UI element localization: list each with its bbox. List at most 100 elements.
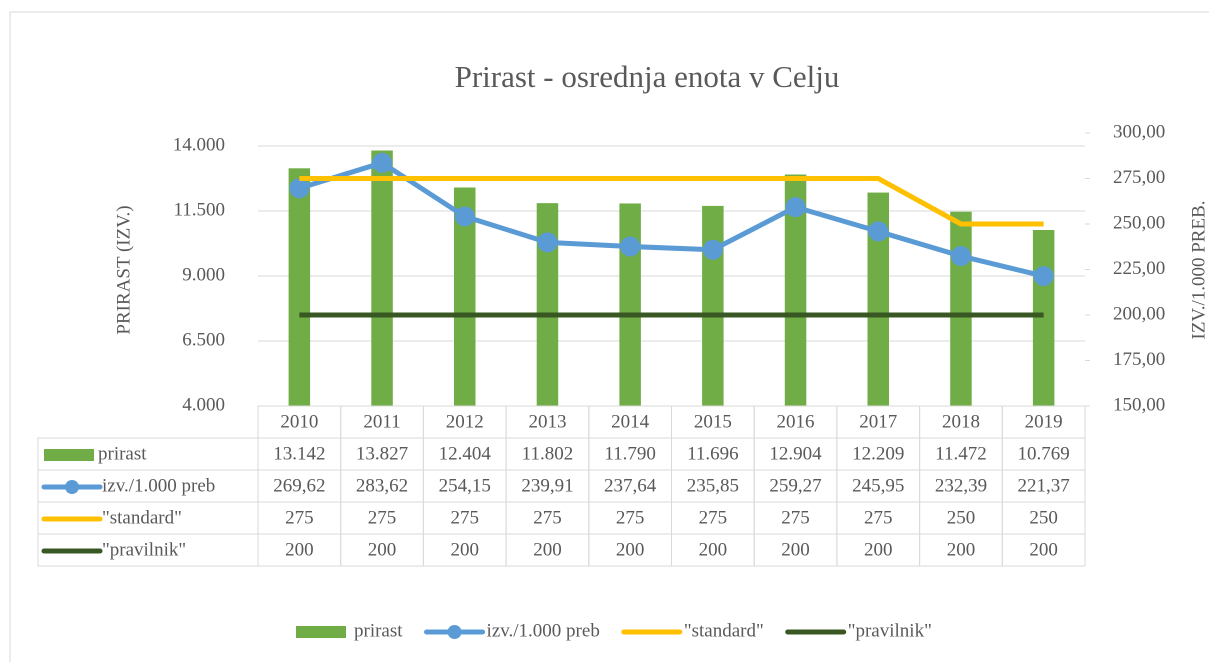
y2-tick-label: 175,00 — [1113, 349, 1165, 370]
bar — [619, 203, 641, 406]
y2-tick-label: 250,00 — [1113, 212, 1165, 233]
bar — [702, 205, 724, 406]
bar — [371, 150, 393, 406]
x-tick-label: 2017 — [859, 411, 897, 432]
x-tick-label: 2016 — [777, 411, 815, 432]
x-tick-label: 2012 — [446, 411, 484, 432]
y-tick-label: 6.500 — [182, 329, 225, 350]
table-series-name: "pravilnik" — [102, 539, 186, 560]
x-tick-label: 2010 — [280, 411, 318, 432]
table-value: 254,15 — [439, 475, 491, 496]
table-value: 10.769 — [1018, 443, 1070, 464]
table-value: 200 — [781, 539, 810, 560]
table-value: 11.790 — [604, 443, 656, 464]
y2-tick-label: 300,00 — [1113, 121, 1165, 142]
table-value: 11.696 — [687, 443, 739, 464]
table-value: 12.904 — [769, 443, 822, 464]
table-value: 235,85 — [687, 475, 739, 496]
legend-label: "pravilnik" — [848, 620, 932, 641]
table-value: 275 — [533, 507, 562, 528]
table-value: 200 — [451, 539, 480, 560]
legend-label: prirast — [354, 620, 403, 641]
x-tick-label: 2015 — [694, 411, 732, 432]
legend-label: izv./1.000 preb — [487, 620, 600, 641]
table-series-name: "standard" — [102, 507, 182, 528]
table-value: 200 — [533, 539, 562, 560]
y2-tick-label: 225,00 — [1113, 258, 1165, 279]
bar — [867, 192, 890, 406]
table-value: 275 — [616, 507, 645, 528]
table-value: 200 — [1029, 539, 1058, 560]
line-marker — [537, 232, 558, 253]
line-marker — [785, 197, 806, 218]
table-value: 200 — [947, 539, 976, 560]
table-value: 200 — [616, 539, 645, 560]
line-series — [298, 160, 1045, 279]
legend-label: "standard" — [684, 620, 764, 641]
y-tick-label: 4.000 — [182, 394, 225, 415]
table-value: 239,91 — [521, 475, 573, 496]
y-tick-label: 9.000 — [182, 264, 225, 285]
table-value: 245,95 — [852, 475, 904, 496]
table-value: 12.404 — [439, 443, 492, 464]
table-value: 259,27 — [769, 475, 821, 496]
x-tick-label: 2011 — [363, 411, 400, 432]
table-value: 275 — [285, 507, 314, 528]
table-value: 200 — [285, 539, 314, 560]
bar — [288, 168, 311, 406]
table-series-name: izv./1.000 preb — [102, 475, 215, 496]
y2-tick-label: 275,00 — [1113, 167, 1165, 188]
bar — [950, 211, 972, 406]
x-tick-label: 2014 — [611, 411, 650, 432]
table-value: 11.472 — [935, 443, 987, 464]
table-value: 275 — [864, 507, 893, 528]
table-value: 221,37 — [1018, 475, 1070, 496]
table-value: 250 — [1029, 507, 1058, 528]
bar — [1032, 230, 1055, 406]
table-value: 200 — [864, 539, 893, 560]
table-value: 13.142 — [273, 443, 325, 464]
chart-title: Prirast - osrednja enota v Celju — [455, 59, 840, 94]
chart-frame — [9, 11, 1209, 662]
x-tick-label: 2018 — [942, 411, 980, 432]
table-value: 283,62 — [356, 475, 408, 496]
table-legend-key — [65, 480, 79, 494]
line-marker — [620, 236, 641, 257]
line-marker — [868, 221, 889, 242]
line-marker — [372, 152, 393, 173]
table-value: 200 — [368, 539, 397, 560]
bar — [453, 187, 476, 406]
table-value: 232,39 — [935, 475, 987, 496]
table-value: 11.802 — [522, 443, 574, 464]
line-marker — [1033, 266, 1054, 287]
line-marker — [289, 178, 310, 199]
y-tick-label: 14.000 — [173, 134, 225, 155]
line-series — [299, 176, 1044, 227]
line-marker — [950, 246, 971, 267]
x-tick-label: 2013 — [528, 411, 566, 432]
table-value: 275 — [781, 507, 810, 528]
table-legend-key — [44, 449, 94, 461]
legend-key — [447, 625, 462, 639]
table-value: 237,64 — [604, 475, 657, 496]
y2-axis-title: IZV./1.000 PREB. — [1188, 200, 1209, 339]
table-value: 250 — [947, 507, 976, 528]
y-axis-title: PRIRAST (IZV.) — [113, 205, 134, 334]
y2-tick-label: 150,00 — [1113, 394, 1165, 415]
y2-tick-label: 200,00 — [1113, 303, 1165, 324]
x-tick-label: 2019 — [1025, 411, 1063, 432]
table-value: 12.209 — [852, 443, 904, 464]
table-value: 200 — [699, 539, 728, 560]
table-value: 275 — [368, 507, 397, 528]
table-series-name: prirast — [98, 443, 147, 464]
line-marker — [702, 239, 723, 260]
table-value: 275 — [451, 507, 480, 528]
bar — [536, 203, 559, 406]
line-marker — [454, 206, 475, 227]
legend-key — [296, 626, 346, 638]
table-value: 275 — [699, 507, 728, 528]
table-value: 269,62 — [273, 475, 325, 496]
bar — [784, 174, 807, 406]
table-cell — [1001, 533, 1086, 567]
